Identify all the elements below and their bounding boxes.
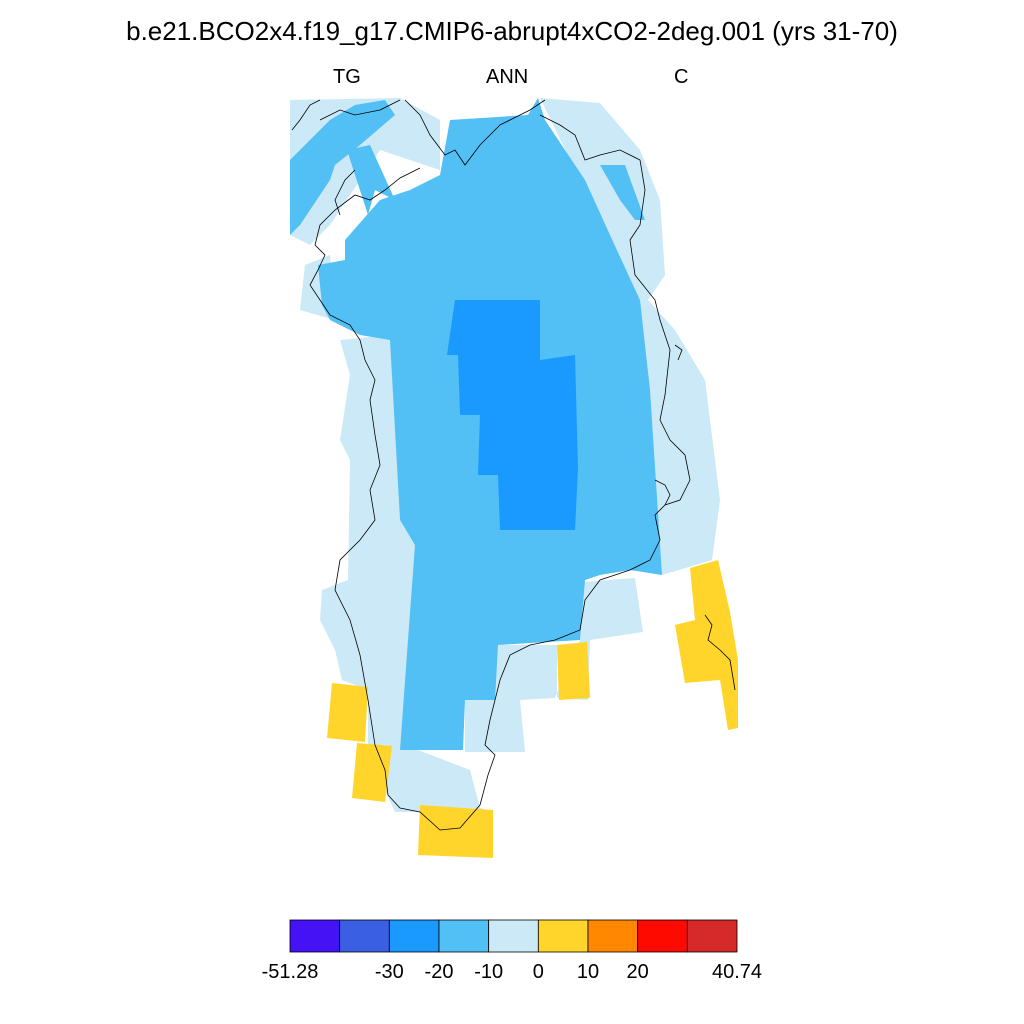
colorbar-swatch xyxy=(438,919,490,953)
map-cell xyxy=(675,560,738,730)
colorbar-swatch xyxy=(488,919,539,953)
map-cell xyxy=(327,683,368,742)
colorbar-swatch xyxy=(339,919,390,953)
map-cell xyxy=(320,335,493,812)
plot-title: b.e21.BCO2x4.f19_g17.CMIP6-abrupt4xCO2-2… xyxy=(126,16,898,46)
colorbar-swatch xyxy=(289,919,341,953)
colorbar-tick-label: -30 xyxy=(374,961,404,983)
season-label: ANN xyxy=(486,66,529,88)
strong-cooling-region xyxy=(447,300,578,530)
map-cell xyxy=(465,578,643,752)
colorbar-swatch xyxy=(637,919,688,953)
colorbar-swatch xyxy=(388,919,440,953)
warming-region xyxy=(327,560,738,858)
map-cell xyxy=(290,100,395,235)
units-label: C xyxy=(674,66,689,88)
colorbar-tick-label: -10 xyxy=(474,961,504,983)
colorbar-tick-label: 0 xyxy=(532,961,544,983)
colorbar-swatch xyxy=(537,919,589,953)
map-cell xyxy=(557,642,590,700)
coastline xyxy=(291,99,736,831)
colorbar-swatch xyxy=(587,919,639,953)
colorbar-tick-label: 20 xyxy=(626,961,649,983)
variable-label: TG xyxy=(333,66,361,88)
map-cell xyxy=(540,98,720,575)
colorbar-tick-label: -20 xyxy=(424,961,454,983)
colorbar-tick-label: 10 xyxy=(576,961,600,983)
map-cell xyxy=(600,165,645,220)
map-cell xyxy=(418,805,493,858)
map-cell xyxy=(447,300,578,530)
colorbar-tick-label: -51.28 xyxy=(261,961,319,983)
colorbar-swatch xyxy=(686,919,738,953)
map-cell xyxy=(352,743,392,802)
map-cell xyxy=(347,145,395,215)
colorbar-tick-label: 40.74 xyxy=(711,961,763,983)
